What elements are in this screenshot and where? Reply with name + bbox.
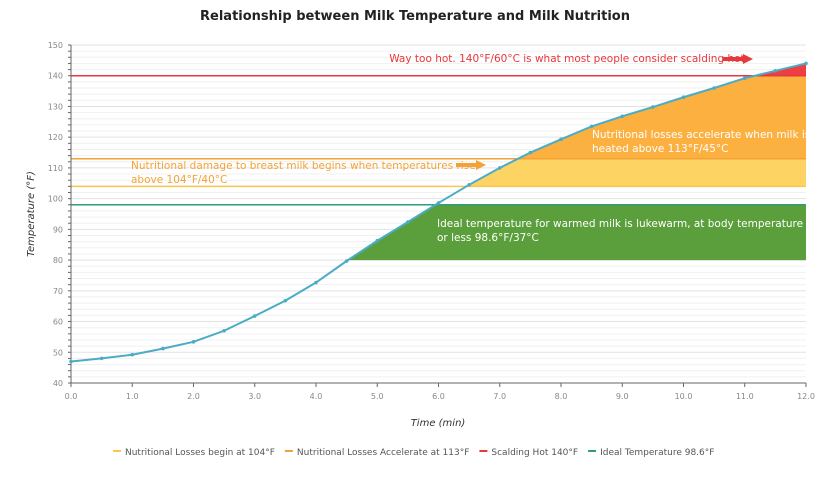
data-point [161, 346, 165, 351]
x-tick-label: 5.0 [371, 392, 384, 401]
annotation-ideal-1: Ideal temperature for warmed milk is luk… [437, 218, 803, 230]
arrow-right-icon [723, 54, 753, 64]
arrow-right-icon [456, 160, 486, 170]
x-tick-label: 4.0 [310, 392, 323, 401]
x-tick-label: 9.0 [616, 392, 629, 401]
data-point [314, 280, 318, 285]
data-point [497, 166, 502, 170]
data-point [191, 340, 196, 344]
data-point [436, 201, 441, 205]
data-point [620, 114, 625, 119]
legend-item: Nutritional Losses begin at 104°F [125, 448, 275, 458]
annotation-ideal-2: or less 98.6°F/37°C [437, 232, 539, 244]
legend-item: Ideal Temperature 98.6°F [600, 448, 714, 458]
y-tick-label: 80 [53, 256, 63, 265]
y-tick-label: 140 [48, 72, 63, 81]
data-point [69, 359, 73, 364]
x-tick-label: 6.0 [432, 392, 445, 401]
annotation-accelerate-1: Nutritional losses accelerate when milk … [592, 129, 810, 141]
y-tick-label: 50 [53, 348, 63, 357]
y-tick-label: 130 [48, 102, 63, 111]
x-tick-label: 3.0 [248, 392, 261, 401]
x-tick-label: 11.0 [736, 392, 754, 401]
y-tick-label: 110 [48, 164, 63, 173]
data-point [559, 137, 563, 142]
legend-item: Scalding Hot 140°F [491, 448, 578, 458]
data-point [528, 150, 533, 155]
y-tick-label: 150 [48, 41, 63, 50]
annotation-accelerate-2: heated above 113°F/45°C [592, 143, 728, 155]
y-tick-label: 70 [53, 287, 63, 296]
data-point [651, 105, 655, 109]
data-point [406, 220, 410, 224]
annotation-scalding: Way too hot. 140°F/60°C is what most peo… [389, 53, 748, 65]
x-tick-label: 7.0 [493, 392, 506, 401]
y-tick-label: 60 [53, 318, 63, 327]
data-point [681, 95, 686, 100]
data-point [589, 124, 594, 129]
y-tick-label: 120 [48, 133, 63, 142]
data-point [375, 238, 380, 243]
chart-title: Relationship between Milk Temperature an… [200, 9, 630, 24]
y-tick-label: 90 [53, 225, 63, 234]
y-axis-title: Temperature (°F) [26, 171, 37, 257]
y-tick-label: 40 [53, 379, 63, 388]
data-point [712, 86, 716, 90]
x-tick-label: 8.0 [555, 392, 568, 401]
legend-item: Nutritional Losses Accelerate at 113°F [297, 448, 469, 458]
x-tick-label: 12.0 [797, 392, 815, 401]
x-tick-label: 2.0 [187, 392, 200, 401]
x-axis-title: Time (min) [411, 418, 466, 429]
data-point [222, 328, 226, 333]
data-point [773, 69, 778, 73]
data-point [283, 298, 288, 303]
annotation-damage-1: Nutritional damage to breast milk begins… [131, 160, 476, 172]
x-tick-label: 1.0 [126, 392, 139, 401]
y-tick-label: 100 [48, 195, 63, 204]
data-point [99, 356, 104, 361]
data-point [252, 314, 257, 318]
annotation-damage-2: above 104°F/40°C [131, 174, 227, 186]
data-point [130, 352, 135, 357]
data-point [344, 259, 349, 263]
data-point [467, 183, 471, 187]
x-tick-label: 10.0 [675, 392, 693, 401]
x-tick-label: 0.0 [65, 392, 78, 401]
data-point [804, 61, 808, 66]
data-point [742, 76, 747, 80]
